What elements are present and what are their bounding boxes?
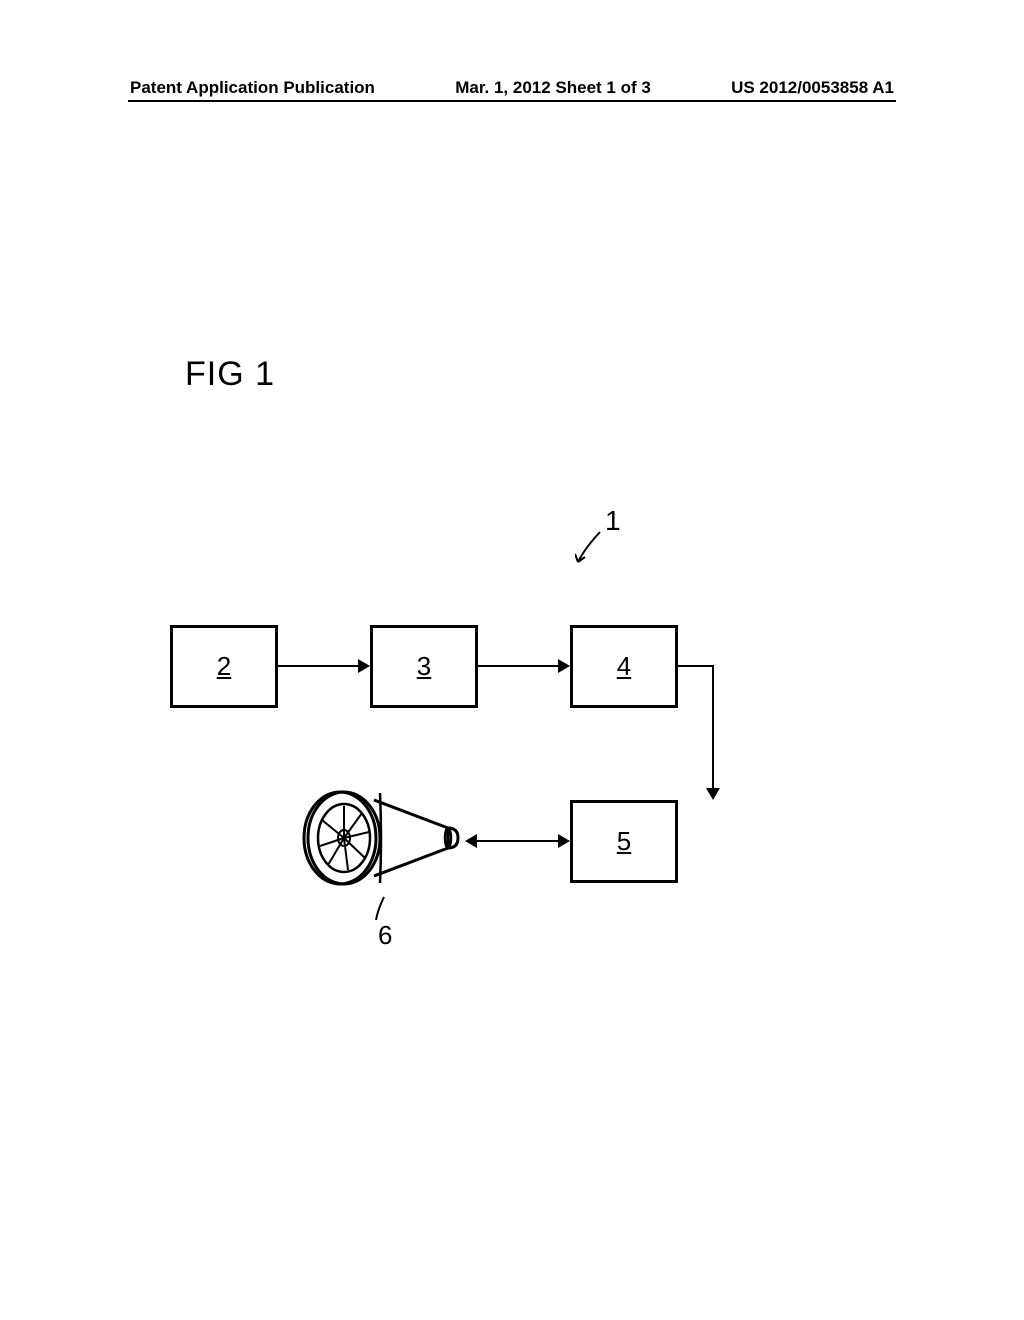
turbine-engine-icon (300, 780, 470, 910)
block-3: 3 (370, 625, 478, 708)
arrowhead-down-icon (706, 788, 720, 802)
arrow-5-6 (475, 840, 568, 842)
patent-header: Patent Application Publication Mar. 1, 2… (0, 78, 1024, 98)
arrow-3-4 (478, 665, 568, 667)
arrow-4-5-horizontal (678, 665, 714, 667)
reference-label-1: 1 (605, 505, 621, 537)
reference-label-6: 6 (378, 920, 392, 951)
arrow-2-3 (278, 665, 368, 667)
block-2-label: 2 (217, 651, 231, 682)
arrowhead-right-icon (558, 659, 572, 673)
header-publication: Patent Application Publication (130, 78, 375, 98)
diagram: 1 2 3 4 5 (0, 500, 1024, 1000)
arrowhead-right-icon (558, 834, 572, 848)
block-4-label: 4 (617, 651, 631, 682)
leader-line-6-icon (370, 895, 390, 923)
block-5: 5 (570, 800, 678, 883)
block-5-label: 5 (617, 826, 631, 857)
arrow-4-5-vertical (712, 708, 714, 798)
header-patent-number: US 2012/0053858 A1 (731, 78, 894, 98)
header-divider (128, 100, 896, 102)
header-date-sheet: Mar. 1, 2012 Sheet 1 of 3 (455, 78, 651, 98)
arrow-4-5-connector (712, 665, 714, 708)
block-3-label: 3 (417, 651, 431, 682)
block-4: 4 (570, 625, 678, 708)
arrowhead-right-icon (358, 659, 372, 673)
leader-line-1-icon (575, 530, 605, 565)
block-2: 2 (170, 625, 278, 708)
figure-label: FIG 1 (185, 355, 275, 394)
